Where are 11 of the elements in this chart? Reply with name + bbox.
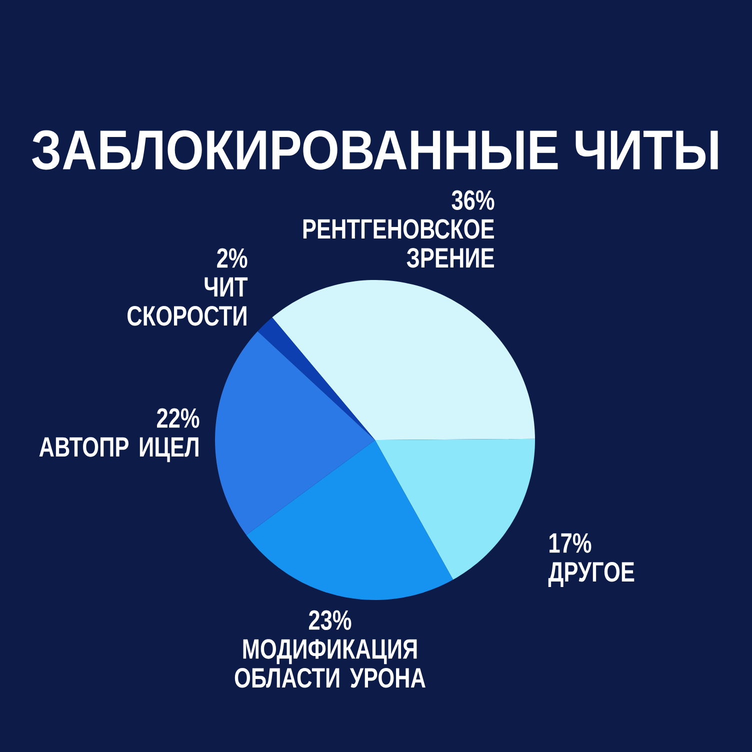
- chart-title: ЗАБЛОКИРОВАННЫЕ ЧИТЫ: [32, 130, 718, 170]
- slice-label: АВТОПР ИЦЕЛ: [39, 437, 198, 462]
- data-label: 17%: [550, 533, 592, 553]
- slice-label: МОДИФИКАЦИЯ ОБЛАСТИ УРОНА: [234, 639, 426, 688]
- slice-label: ДРУГОЕ: [548, 562, 634, 588]
- slice-label: ЧИТ СКОРОСТИ: [128, 277, 248, 326]
- data-label: 22%: [157, 408, 200, 428]
- slice-label: РЕНТГЕНОВСКОЕ ЗРЕНИЕ: [303, 219, 494, 268]
- data-label: 23%: [308, 610, 352, 630]
- data-label: 36%: [452, 190, 494, 210]
- data-label: 2%: [217, 248, 248, 268]
